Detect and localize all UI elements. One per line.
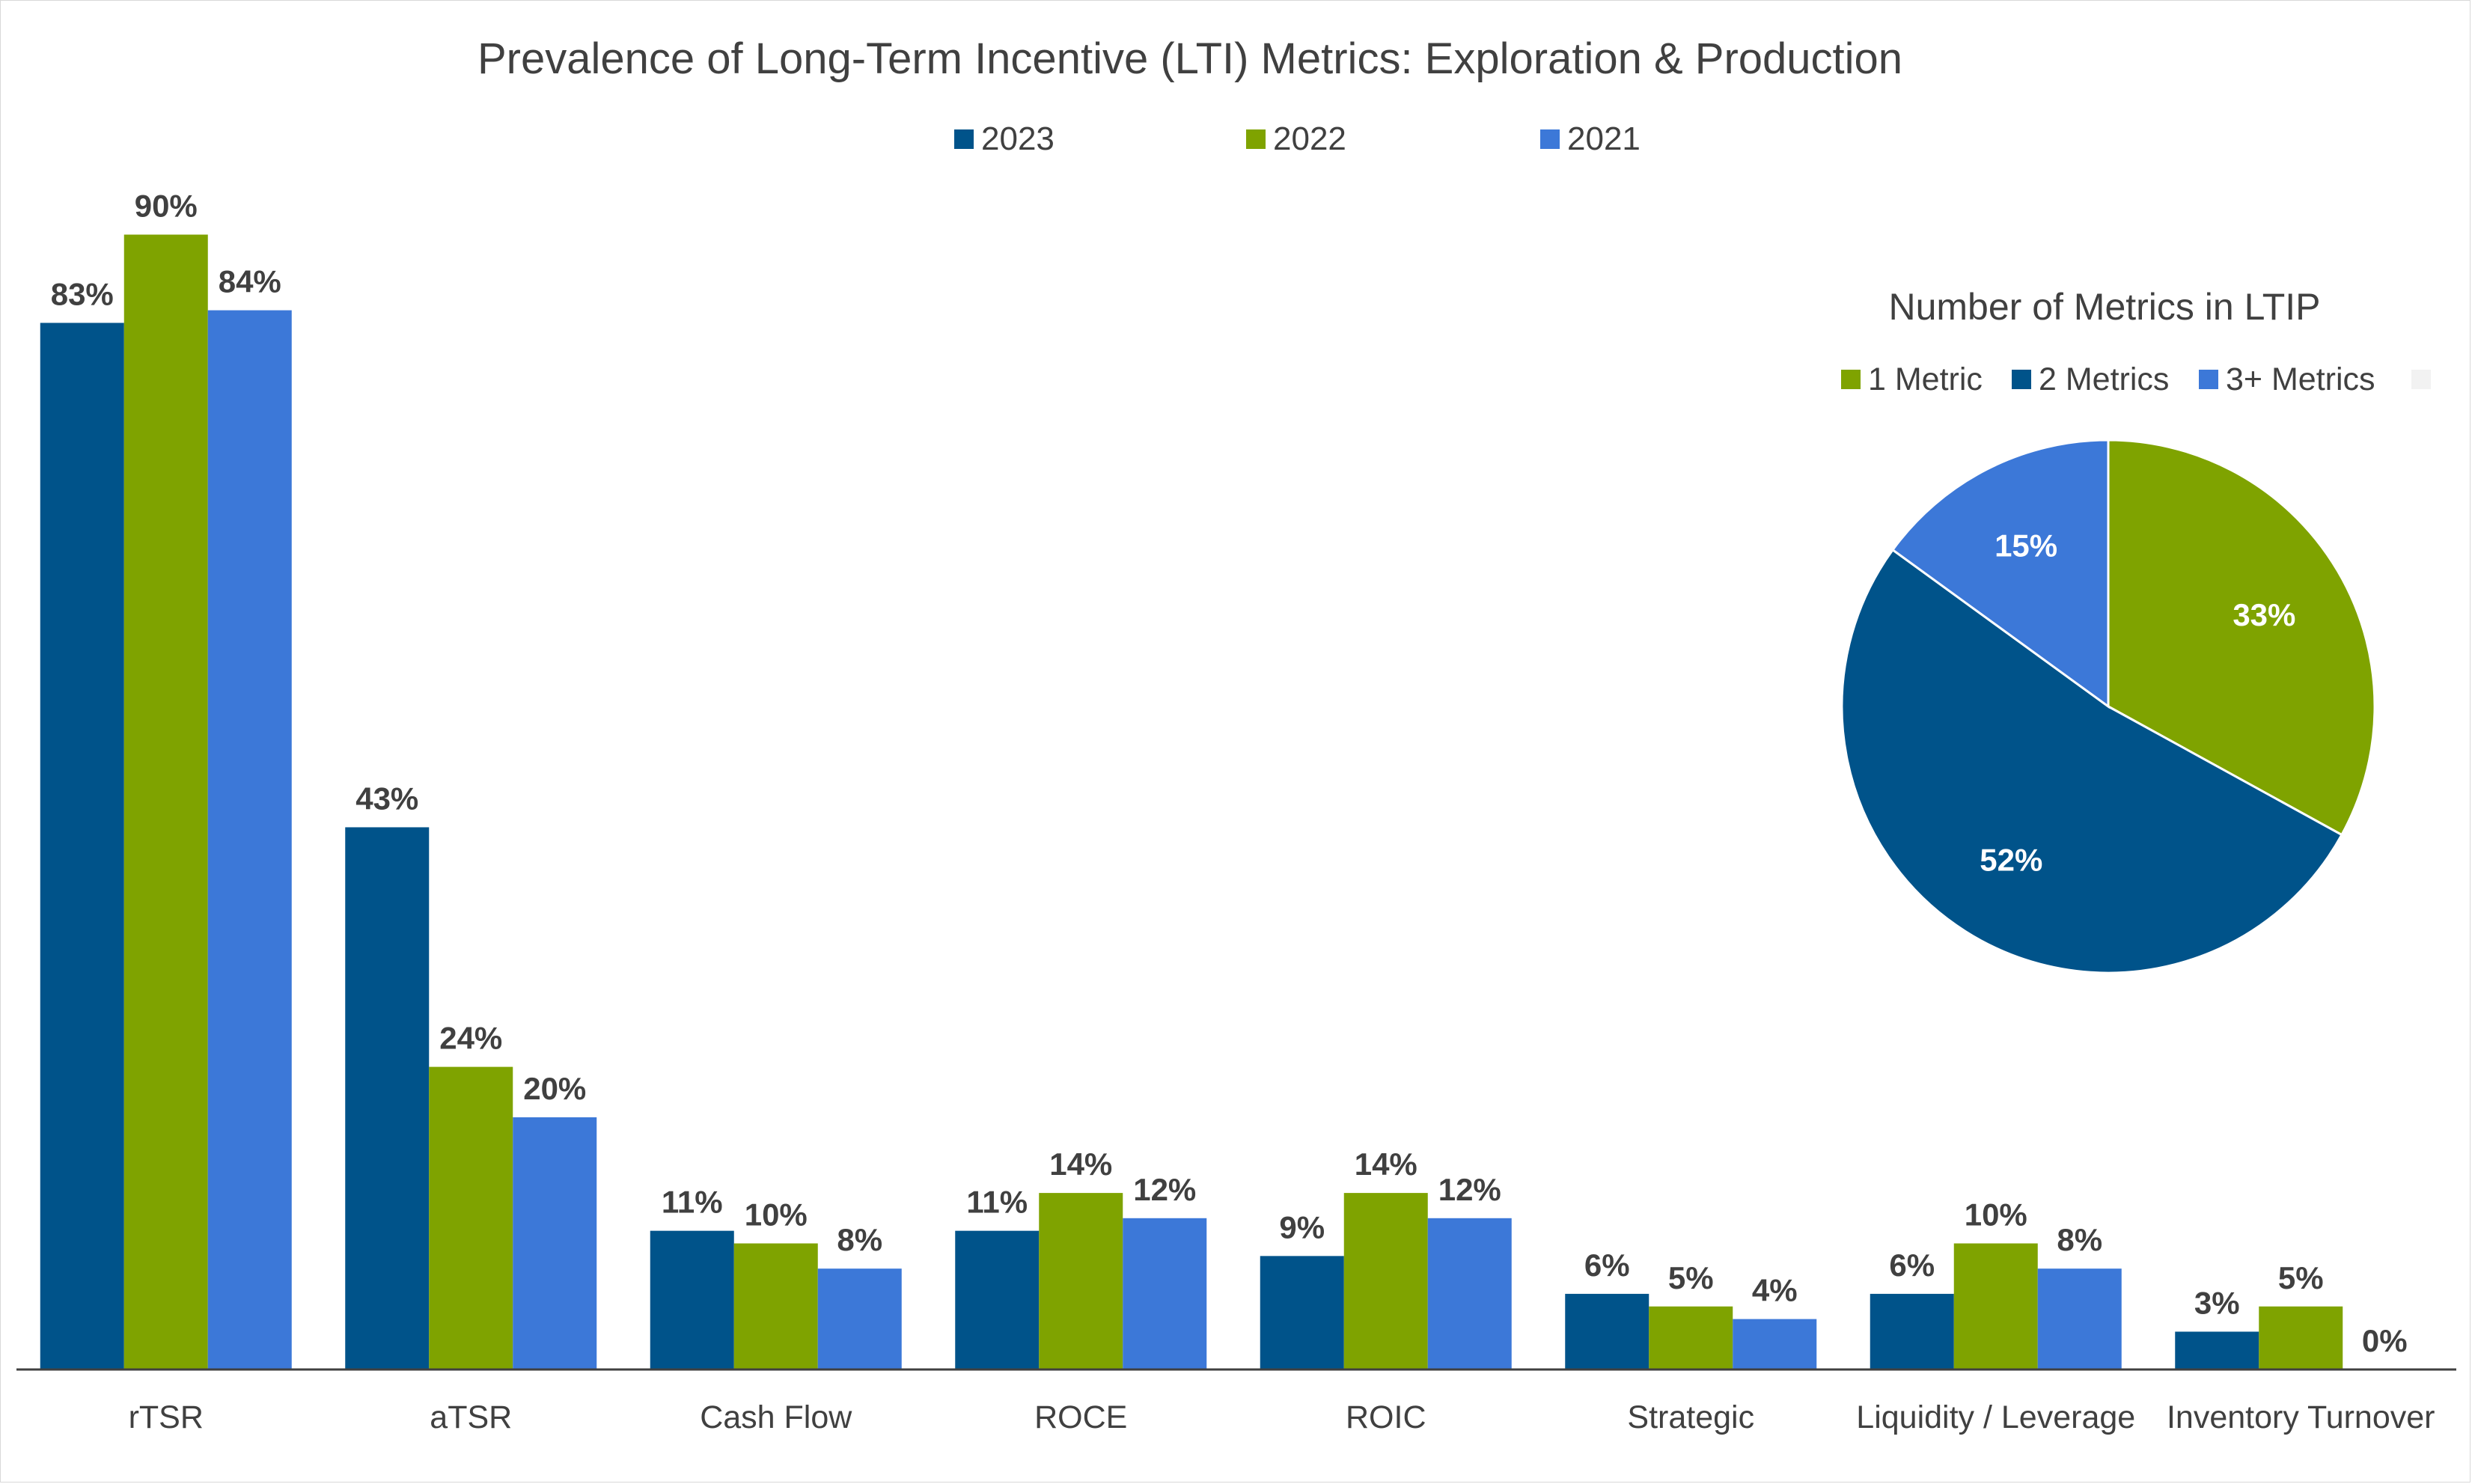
pie-label-2-metrics: 52% — [1980, 842, 2042, 877]
pie-slice-1-metric — [2107, 439, 2376, 837]
bar-roic-2023 — [1260, 1256, 1344, 1370]
bar-strategic-2021 — [1733, 1319, 1817, 1370]
data-label-roic-2022: 14% — [1355, 1146, 1417, 1182]
pie-legend: 1 Metric 2 Metrics 3+ Metrics — [1841, 361, 2431, 397]
legend-swatch-2022 — [1246, 129, 1266, 149]
bar-roce-2023 — [955, 1230, 1040, 1370]
bar-strategic-2023 — [1565, 1293, 1649, 1370]
data-label-atsr-2023: 43% — [355, 781, 418, 816]
x-tick-roce: ROCE — [1034, 1399, 1127, 1435]
x-tick-roic: ROIC — [1346, 1399, 1426, 1435]
x-tick-rtsr: rTSR — [129, 1399, 204, 1435]
pie-chart: 33% 52% 15% — [1840, 439, 2376, 974]
bar-rtsr-2021 — [207, 310, 292, 1370]
bar-inventory-turnover-2022 — [2259, 1306, 2343, 1370]
bar-atsr-2021 — [513, 1117, 597, 1370]
pie-title: Number of Metrics in LTIP — [1888, 286, 2320, 328]
data-label-liquidity-leverage-2023: 6% — [1889, 1248, 1935, 1283]
data-label-cash-flow-2023: 11% — [662, 1185, 723, 1220]
pie-legend-label-3-metrics: 3+ Metrics — [2226, 361, 2375, 397]
bar-inventory-turnover-2023 — [2175, 1331, 2259, 1370]
data-label-roic-2023: 9% — [1279, 1209, 1325, 1245]
bar-roic-2021 — [1427, 1218, 1512, 1370]
bar-cash-flow-2023 — [650, 1230, 734, 1370]
pie-slice-2-metrics — [1840, 548, 2344, 974]
bar-cash-flow-2022 — [733, 1243, 818, 1370]
data-label-liquidity-leverage-2022: 10% — [1965, 1197, 2027, 1233]
legend-label-2021: 2021 — [1567, 120, 1641, 157]
data-label-rtsr-2023: 83% — [51, 276, 114, 311]
data-label-inventory-turnover-2022: 5% — [2278, 1260, 2324, 1295]
data-label-rtsr-2021: 84% — [219, 264, 281, 299]
bar-roic-2022 — [1343, 1193, 1428, 1370]
chart-title: Prevalence of Long-Term Incentive (LTI) … — [477, 34, 1902, 83]
bar-liquidity-leverage-2023 — [1870, 1293, 1954, 1370]
data-label-roce-2022: 14% — [1049, 1146, 1112, 1182]
bar-liquidity-leverage-2022 — [1953, 1243, 2038, 1370]
x-tick-strategic: Strategic — [1627, 1399, 1754, 1435]
bar-atsr-2022 — [429, 1066, 513, 1370]
legend-swatch-2023 — [954, 129, 974, 149]
bar-strategic-2022 — [1649, 1306, 1733, 1370]
legend-swatch-2021 — [1540, 129, 1560, 149]
bar-roce-2021 — [1123, 1218, 1207, 1370]
pie-legend-label-2-metrics: 2 Metrics — [2039, 361, 2169, 397]
bar-legend: 2023 2022 2021 — [954, 120, 1641, 157]
data-label-strategic-2023: 6% — [1584, 1248, 1630, 1283]
legend-label-2022: 2022 — [1273, 120, 1346, 157]
data-label-roce-2023: 11% — [966, 1185, 1028, 1220]
data-label-inventory-turnover-2021: 0% — [2362, 1323, 2408, 1358]
x-tick-atsr: aTSR — [430, 1399, 512, 1435]
data-label-strategic-2021: 4% — [1752, 1273, 1798, 1308]
bar-plot: 83% 90% 84% 43% 24% 20% 11% 10% 8% 11% 14% 12% 9% 14%… — [40, 189, 2408, 1370]
pie-legend-swatch-2-metrics — [2012, 370, 2031, 389]
pie-legend-swatch-3-metrics — [2199, 370, 2218, 389]
legend-label-2023: 2023 — [981, 120, 1055, 157]
pie-label-3-metrics: 15% — [1995, 528, 2057, 563]
bar-roce-2022 — [1039, 1193, 1123, 1370]
x-tick-inventory-turnover: Inventory Turnover — [2167, 1399, 2435, 1435]
bar-rtsr-2023 — [40, 323, 124, 1370]
x-tick-cash-flow: Cash Flow — [700, 1399, 852, 1435]
data-label-roce-2021: 12% — [1133, 1172, 1196, 1207]
x-axis-ticks: rTSR aTSR Cash Flow ROCE ROIC Strategic Liquid… — [129, 1399, 2435, 1435]
pie-legend-swatch-1-metric — [1841, 370, 1861, 389]
bar-liquidity-leverage-2021 — [2037, 1268, 2122, 1370]
bar-atsr-2023 — [345, 827, 430, 1370]
x-tick-liquidity-leverage: Liquidity / Leverage — [1856, 1399, 2135, 1435]
data-label-atsr-2021: 20% — [523, 1071, 586, 1106]
pie-label-1-metric: 33% — [2233, 597, 2295, 632]
data-label-inventory-turnover-2023: 3% — [2194, 1285, 2240, 1320]
data-label-cash-flow-2022: 10% — [745, 1197, 808, 1233]
data-label-strategic-2022: 5% — [1668, 1260, 1714, 1295]
data-label-atsr-2022: 24% — [439, 1021, 502, 1056]
pie-legend-label-1-metric: 1 Metric — [1868, 361, 1983, 397]
data-label-liquidity-leverage-2021: 8% — [2057, 1222, 2102, 1257]
pie-slice-3-metrics — [1890, 439, 2110, 709]
pie-legend-swatch-empty — [2411, 370, 2431, 389]
data-label-roic-2021: 12% — [1438, 1172, 1501, 1207]
data-label-rtsr-2022: 90% — [135, 189, 198, 224]
bar-rtsr-2022 — [123, 234, 208, 1370]
data-label-cash-flow-2021: 8% — [837, 1222, 882, 1257]
bar-cash-flow-2021 — [817, 1268, 902, 1370]
